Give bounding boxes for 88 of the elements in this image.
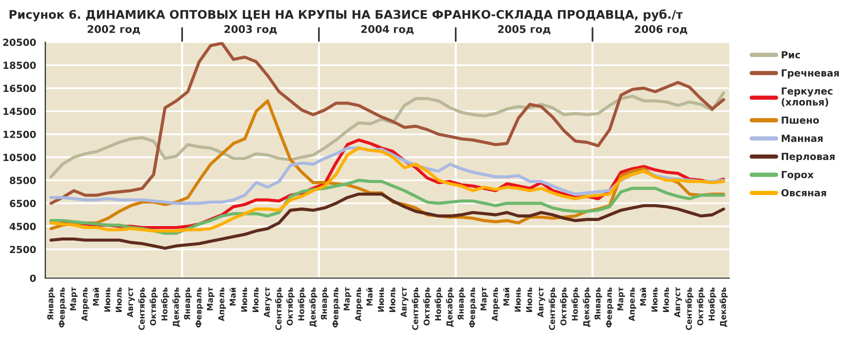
x-tick-label: Август: [674, 287, 682, 318]
x-tick-label: Июнь: [378, 288, 384, 312]
x-tick-label: Апрель: [218, 288, 226, 322]
x-tick-label: Март: [344, 287, 352, 310]
x-tick-label: Декабрь: [309, 288, 318, 327]
y-tick-label: 8500: [10, 176, 36, 184]
x-tick-label: Апрель: [628, 288, 636, 322]
legend-label: Геркулес (хлопья): [782, 87, 832, 107]
legend-label: Рис: [782, 51, 800, 58]
x-tick-label: Апрель: [355, 288, 363, 322]
x-tick-label: Февраль: [332, 288, 340, 328]
x-tick-label: Март: [70, 287, 78, 310]
text: 2004 год: [361, 25, 414, 34]
x-tick-label: Сентябрь: [412, 288, 420, 330]
x-tick-label: Декабрь: [582, 288, 591, 327]
y-tick-label: 4500: [10, 222, 36, 230]
y-tick-label: 16500: [4, 84, 36, 92]
x-tick-label: Декабрь: [446, 288, 454, 327]
x-tick-label: Октябрь: [696, 288, 705, 326]
text: 2002 год: [88, 25, 140, 34]
x-tick-label: Август: [400, 287, 408, 318]
y-tick-label: 12500: [4, 130, 36, 138]
y-tick-label: 14500: [4, 108, 36, 116]
legend-label: Перловая: [782, 152, 835, 162]
x-tick-label: Февраль: [606, 288, 614, 328]
x-tick-label: Май: [229, 288, 236, 306]
x-tick-label: Декабрь: [172, 288, 180, 327]
x-tick-label: Ноябрь: [160, 288, 170, 320]
x-tick-label: Сентябрь: [548, 288, 557, 330]
x-tick-label: Июль: [389, 288, 396, 312]
x-tick-label: Январь: [594, 288, 602, 320]
x-tick-label: Июль: [252, 288, 259, 312]
y-tick-label: 18500: [4, 62, 36, 70]
legend-label: Пшено: [782, 116, 819, 124]
x-tick-label: Июль: [662, 288, 669, 312]
x-tick-label: Январь: [320, 288, 329, 320]
x-tick-label: Май: [92, 288, 99, 306]
x-tick-label: Август: [127, 287, 135, 318]
x-tick-label: Февраль: [196, 288, 204, 328]
x-tick-label: Март: [206, 287, 215, 310]
x-tick-label: Май: [366, 288, 373, 306]
x-tick-label: Август: [538, 287, 546, 318]
x-tick-label: Декабрь: [720, 288, 728, 327]
x-tick-label: Март: [480, 287, 488, 310]
chart-title: Рисунок 6. ДИНАМИКА ОПТОВЫХ ЦЕН НА КРУПЫ НА БАЗИСЕ ФРАНКО-СКЛАДА ПРОДАВЦА, руб./т: [10, 9, 683, 22]
x-tick-label: Ноябрь: [298, 288, 306, 320]
x-tick-label: Март: [617, 287, 625, 310]
y-tick-label: 0: [30, 274, 36, 282]
text: 2003 год: [224, 25, 277, 34]
x-tick-label: Январь: [184, 288, 192, 320]
y-tick-label: 2500: [10, 246, 36, 254]
x-tick-label: Февраль: [469, 288, 477, 328]
line-series: [49, 42, 726, 205]
x-tick-label: Сентябрь: [685, 288, 694, 330]
x-tick-label: Июнь: [514, 288, 521, 312]
x-tick-label: Февраль: [58, 288, 66, 328]
y-tick-label: 20500: [3, 38, 36, 46]
line-series: [49, 192, 726, 250]
x-tick-label: Май: [640, 288, 646, 306]
x-tick-label: Июнь: [104, 288, 110, 312]
x-tick-label: Ноябрь: [434, 288, 443, 320]
x-tick-label: Октябрь: [560, 288, 568, 326]
x-tick-label: Июнь: [652, 288, 658, 312]
x-tick-label: Октябрь: [423, 288, 432, 326]
x-tick-label: Август: [264, 287, 272, 318]
legend-label: Гречневая: [782, 69, 839, 78]
legend-label: Горох: [782, 171, 814, 180]
x-tick-label: Январь: [47, 288, 55, 320]
text: 2005 год: [498, 25, 550, 34]
y-tick-label: 6500: [10, 200, 36, 208]
x-tick-label: Октябрь: [286, 288, 294, 326]
x-tick-label: Январь: [458, 288, 466, 320]
line-series: [49, 91, 726, 178]
x-tick-label: Ноябрь: [571, 288, 580, 320]
x-tick-label: Апрель: [82, 288, 90, 322]
x-tick-label: Апрель: [492, 288, 500, 322]
text: 2006 год: [634, 25, 688, 34]
x-tick-label: Октябрь: [150, 288, 158, 326]
legend-label: Манная: [782, 134, 823, 142]
legend-label: Овсяная: [781, 189, 826, 196]
x-tick-label: Июль: [526, 288, 532, 312]
x-tick-label: Май: [503, 288, 510, 306]
x-tick-label: Июль: [116, 288, 122, 312]
x-tick-label: Июнь: [241, 288, 248, 312]
x-tick-label: Сентябрь: [274, 288, 284, 330]
x-tick-label: Сентябрь: [138, 288, 146, 330]
y-tick-label: 10500: [4, 154, 36, 162]
x-tick-label: Ноябрь: [708, 288, 716, 320]
